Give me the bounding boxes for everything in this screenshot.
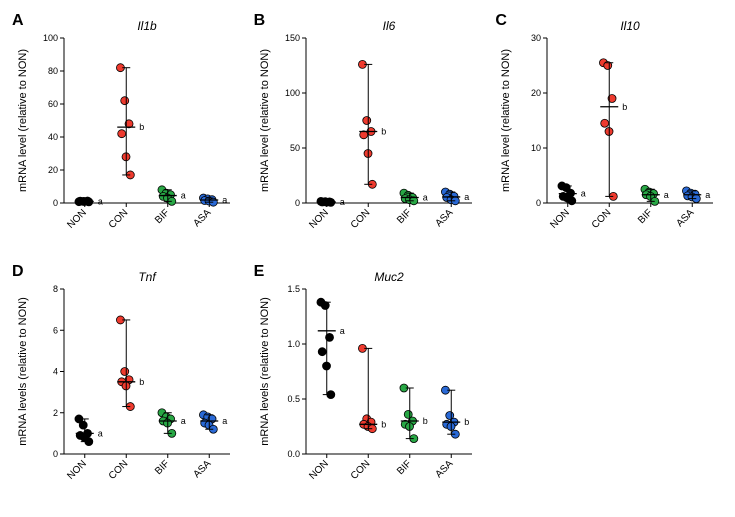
- y-tick-label: 40: [48, 132, 58, 142]
- y-tick-label: 6: [53, 325, 58, 335]
- figure-grid: AIl1b020406080100mRNA level (relative to…: [10, 10, 725, 507]
- chart-title: Tnf: [138, 270, 157, 284]
- panel-label: C: [495, 12, 507, 30]
- x-tick-label: NON: [307, 207, 331, 231]
- y-tick-label: 1.0: [287, 339, 300, 349]
- data-point: [79, 421, 87, 429]
- y-tick-label: 100: [285, 88, 300, 98]
- x-tick-label: ASA: [675, 207, 697, 229]
- data-point: [601, 119, 609, 127]
- data-point: [118, 130, 126, 138]
- sig-annot: b: [139, 122, 144, 132]
- sig-annot: a: [181, 191, 186, 201]
- y-tick-label: 0.0: [287, 449, 300, 459]
- chart-title: Il10: [621, 19, 641, 33]
- x-tick-label: BIF: [395, 458, 414, 477]
- x-tick-label: ASA: [433, 458, 455, 480]
- x-tick-label: CON: [349, 207, 373, 231]
- panel-label: A: [12, 12, 24, 30]
- panel-label: E: [254, 263, 265, 281]
- x-tick-label: NON: [65, 207, 89, 231]
- sig-annot: b: [381, 127, 386, 137]
- y-tick-label: 8: [53, 284, 58, 294]
- chart: Il1b 0 20 40 60 80 100 mRNA level (relative to …: [10, 10, 240, 255]
- chart: Muc2 0.0 0.5 1.0 1.5 mRNA levels (relative to…: [252, 261, 482, 506]
- y-axis-label: mRNA levels (relative to NON): [259, 297, 271, 446]
- panel-D: D Tnf 0 2 4 6 8 mRNA levels (relative to NON) NO…: [10, 261, 242, 507]
- data-point: [321, 302, 329, 310]
- x-tick-label: BIF: [395, 207, 414, 226]
- x-tick-label: ASA: [191, 458, 213, 480]
- x-tick-label: BIF: [636, 207, 655, 226]
- panel-A: A Il1b 0 20 40 60 80 100 mRNA level (relative to…: [10, 10, 242, 256]
- y-tick-label: 4: [53, 367, 58, 377]
- chart-title: Il1b: [137, 19, 157, 33]
- x-tick-label: NON: [307, 458, 331, 482]
- x-tick-label: CON: [349, 458, 373, 482]
- panel-E: E Muc2 0.0 0.5 1.0 1.5 mRNA levels (relative t…: [252, 261, 484, 507]
- sig-annot: b: [464, 417, 469, 427]
- sig-annot: a: [706, 190, 711, 200]
- x-tick-label: CON: [107, 458, 131, 482]
- chart: Il10 0 10 20 30 mRNA level (relative to NON) N…: [493, 10, 723, 255]
- y-tick-label: 30: [531, 33, 541, 43]
- sig-annot: a: [222, 416, 227, 426]
- y-tick-label: 2: [53, 408, 58, 418]
- y-tick-label: 150: [285, 33, 300, 43]
- panel-B: B Il6 0 50 100 150 mRNA level (relative to NON…: [252, 10, 484, 256]
- data-point: [318, 348, 326, 356]
- y-tick-label: 0: [536, 198, 541, 208]
- x-tick-label: NON: [65, 458, 89, 482]
- sig-annot: a: [98, 428, 103, 438]
- y-tick-label: 60: [48, 99, 58, 109]
- y-tick-label: 0: [53, 449, 58, 459]
- y-tick-label: 20: [531, 88, 541, 98]
- y-tick-label: 0.5: [287, 394, 300, 404]
- sig-annot: b: [381, 419, 386, 429]
- x-tick-label: CON: [107, 207, 131, 231]
- y-tick-label: 100: [43, 33, 58, 43]
- y-axis-label: mRNA levels (relative to NON): [17, 297, 29, 446]
- sig-annot: a: [181, 416, 186, 426]
- x-tick-label: ASA: [433, 207, 455, 229]
- panel-C: C Il10 0 10 20 30 mRNA level (relative to NON)…: [493, 10, 725, 256]
- data-point: [362, 117, 370, 125]
- y-tick-label: 80: [48, 66, 58, 76]
- x-tick-label: NON: [549, 207, 573, 231]
- sig-annot: b: [623, 102, 628, 112]
- sig-annot: a: [339, 197, 344, 207]
- data-point: [121, 97, 129, 105]
- y-axis-label: mRNA level (relative to NON): [259, 49, 271, 192]
- chart-title: Muc2: [374, 270, 404, 284]
- sig-annot: a: [339, 326, 344, 336]
- y-tick-label: 10: [531, 143, 541, 153]
- chart: Il6 0 50 100 150 mRNA level (relative to NON)…: [252, 10, 482, 255]
- y-axis-label: mRNA level (relative to NON): [17, 49, 29, 192]
- x-tick-label: ASA: [191, 207, 213, 229]
- data-point: [121, 368, 129, 376]
- sig-annot: a: [422, 193, 427, 203]
- sig-annot: a: [464, 192, 469, 202]
- x-tick-label: CON: [590, 207, 614, 231]
- panel-label: B: [254, 12, 266, 30]
- sig-annot: a: [581, 189, 586, 199]
- sig-annot: a: [222, 195, 227, 205]
- x-tick-label: BIF: [153, 458, 172, 477]
- y-tick-label: 0: [53, 198, 58, 208]
- y-tick-label: 20: [48, 165, 58, 175]
- y-axis-label: mRNA level (relative to NON): [500, 49, 512, 192]
- x-tick-label: BIF: [153, 207, 172, 226]
- sig-annot: b: [422, 416, 427, 426]
- sig-annot: a: [664, 190, 669, 200]
- y-tick-label: 50: [290, 143, 300, 153]
- y-tick-label: 1.5: [287, 284, 300, 294]
- y-tick-label: 0: [295, 198, 300, 208]
- panel-label: D: [12, 263, 24, 281]
- chart-title: Il6: [382, 19, 395, 33]
- sig-annot: a: [98, 196, 103, 206]
- chart: Tnf 0 2 4 6 8 mRNA levels (relative to NON) NON…: [10, 261, 240, 506]
- sig-annot: b: [139, 377, 144, 387]
